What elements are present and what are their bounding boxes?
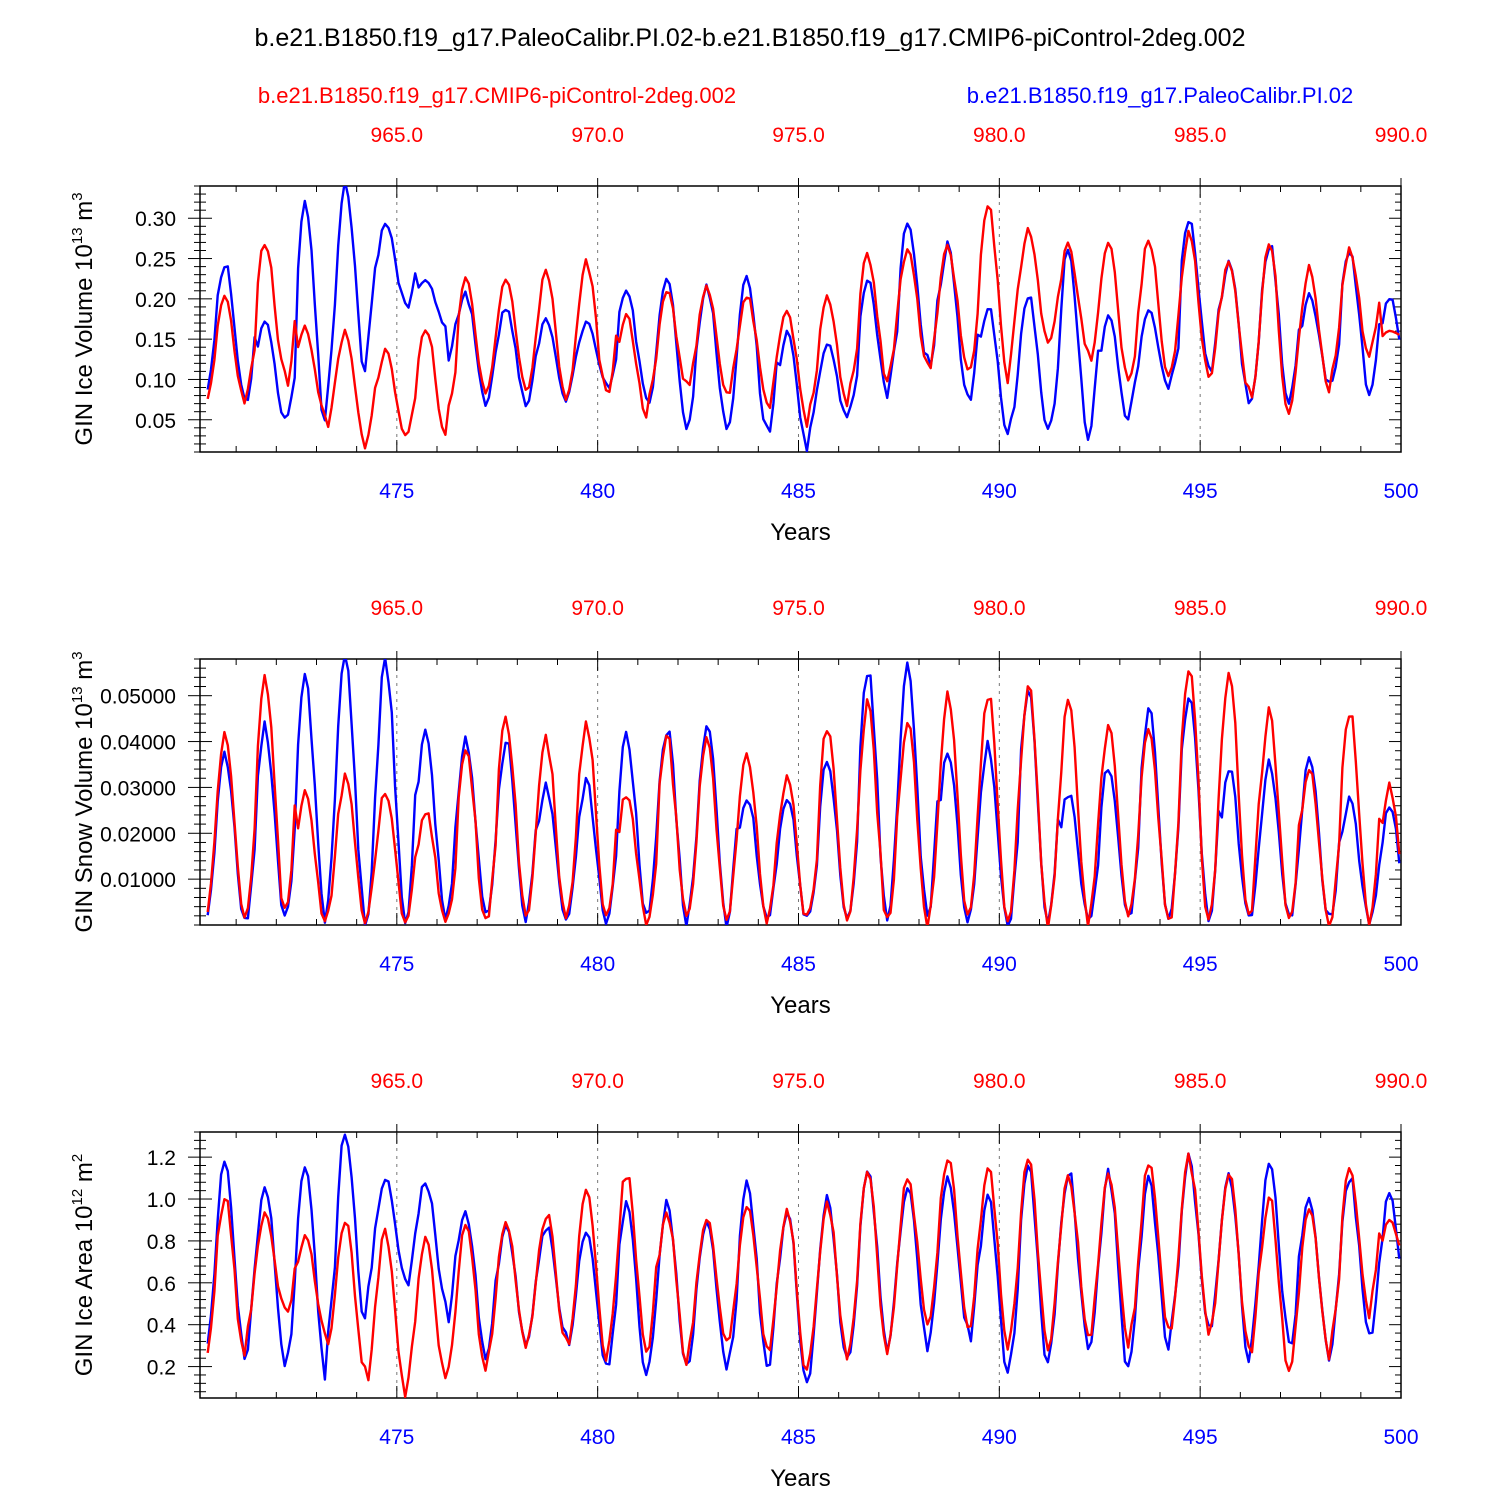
x-tick-label-495: 495 (1183, 1426, 1218, 1449)
x-tick-label-475: 475 (379, 1426, 414, 1449)
x-tick-label-490: 490 (982, 953, 1017, 976)
x-tick-label-495: 495 (1183, 953, 1218, 976)
top-tick-label-980.0: 980.0 (973, 1070, 1026, 1093)
legend-red-label: b.e21.B1850.f19_g17.CMIP6-piControl-2deg… (258, 83, 736, 108)
top-tick-label-975.0: 975.0 (772, 124, 825, 147)
x-tick-label-480: 480 (580, 480, 615, 503)
y-tick-label-0.8: 0.8 (147, 1231, 176, 1254)
series-line-picontrol (206, 1152, 1401, 1398)
y-tick-label-0.05: 0.05 (135, 410, 176, 433)
y-axis-title: GIN Ice Volume 1013 m3 (69, 192, 98, 445)
top-tick-label-985.0: 985.0 (1174, 1070, 1227, 1093)
x-tick-label-485: 485 (781, 480, 816, 503)
x-tick-label-480: 480 (580, 1426, 615, 1449)
x-tick-label-485: 485 (781, 1426, 816, 1449)
chart-panels: 475 480 485 490 495 500 965.0 970.0 975.0 980.0 98… (69, 124, 1427, 1492)
series-line-picontrol (206, 205, 1400, 450)
top-tick-label-985.0: 985.0 (1174, 124, 1227, 147)
legend-blue-label: b.e21.B1850.f19_g17.PaleoCalibr.PI.02 (967, 83, 1354, 108)
top-tick-label-975.0: 975.0 (772, 1070, 825, 1093)
y-axis-title-main: GIN Ice Area 10 (71, 1205, 98, 1376)
top-tick-label-990.0: 990.0 (1375, 124, 1428, 147)
y-tick-label-0.04000: 0.04000 (100, 732, 176, 755)
y-tick-label-0.30: 0.30 (135, 208, 176, 231)
y-axis-title-unit: m (71, 201, 98, 228)
series-line-paleocalibr (206, 186, 1401, 452)
panel-2: 475 480 485 490 495 500 965.0 970.0 975.0 980.0 98… (69, 597, 1427, 1019)
y-tick-label-0.05000: 0.05000 (100, 686, 176, 709)
top-tick-label-970.0: 970.0 (571, 1070, 624, 1093)
y-tick-label-0.4: 0.4 (147, 1315, 177, 1338)
top-tick-label-975.0: 975.0 (772, 597, 825, 620)
top-tick-label-980.0: 980.0 (973, 124, 1026, 147)
y-axis-title-main: GIN Ice Volume 10 (71, 244, 98, 445)
plot-frame (199, 1131, 1402, 1399)
top-tick-label-970.0: 970.0 (571, 124, 624, 147)
y-axis-title: GIN Ice Area 1012 m2 (69, 1154, 98, 1376)
y-tick-label-1.2: 1.2 (147, 1147, 176, 1170)
x-tick-label-490: 490 (982, 480, 1017, 503)
y-tick-label-0.2: 0.2 (147, 1357, 176, 1380)
y-tick-label-0.01000: 0.01000 (100, 869, 176, 892)
y-axis-title-main: GIN Snow Volume 10 (71, 703, 98, 932)
figure-title: b.e21.B1850.f19_g17.PaleoCalibr.PI.02-b.… (255, 24, 1246, 52)
x-tick-label-500: 500 (1383, 1426, 1418, 1449)
top-tick-label-990.0: 990.0 (1375, 597, 1428, 620)
x-tick-label-480: 480 (580, 953, 615, 976)
x-tick-label-500: 500 (1383, 480, 1418, 503)
y-tick-label-0.10: 0.10 (135, 369, 176, 392)
x-tick-label-490: 490 (982, 1426, 1017, 1449)
y-tick-label-0.02000: 0.02000 (100, 823, 176, 846)
y-axis-title: GIN Snow Volume 1013 m3 (69, 651, 98, 932)
top-tick-label-970.0: 970.0 (571, 597, 624, 620)
y-axis-title-exponent: 12 (69, 1189, 86, 1206)
top-tick-label-985.0: 985.0 (1174, 597, 1227, 620)
y-axis-title-exponent: 13 (69, 227, 86, 244)
y-tick-label-0.25: 0.25 (135, 249, 176, 272)
x-tick-label-495: 495 (1183, 480, 1218, 503)
y-tick-label-0.15: 0.15 (135, 329, 176, 352)
plot-frame (199, 658, 1402, 926)
panel-1: 475 480 485 490 495 500 965.0 970.0 975.0 980.0 98… (69, 124, 1427, 546)
x-axis-title: Years (770, 519, 831, 546)
x-axis-title: Years (770, 992, 831, 1019)
y-axis-title-unit: m (71, 660, 98, 687)
top-tick-label-990.0: 990.0 (1375, 1070, 1428, 1093)
top-tick-label-965.0: 965.0 (371, 597, 424, 620)
plot-frame (199, 185, 1402, 453)
series-line-paleocalibr (206, 1133, 1401, 1384)
x-tick-label-485: 485 (781, 953, 816, 976)
y-tick-label-0.6: 0.6 (147, 1273, 176, 1296)
series-line-paleocalibr (206, 659, 1401, 925)
x-tick-label-475: 475 (379, 480, 414, 503)
y-axis-title-unit-exponent: 3 (69, 192, 86, 200)
top-tick-label-965.0: 965.0 (371, 124, 424, 147)
y-axis-title-unit-exponent: 3 (69, 651, 86, 659)
panel-3: 475 480 485 490 495 500 965.0 970.0 975.0 980.0 98… (69, 1070, 1427, 1492)
y-axis-title-exponent: 13 (69, 686, 86, 703)
y-tick-label-1.0: 1.0 (147, 1189, 176, 1212)
y-tick-label-0.20: 0.20 (135, 289, 176, 312)
top-tick-label-965.0: 965.0 (371, 1070, 424, 1093)
series-line-picontrol (206, 670, 1401, 925)
y-axis-title-unit: m (71, 1162, 98, 1189)
x-tick-label-475: 475 (379, 953, 414, 976)
top-tick-label-980.0: 980.0 (973, 597, 1026, 620)
x-axis-title: Years (770, 1465, 831, 1492)
x-tick-label-500: 500 (1383, 953, 1418, 976)
y-axis-title-unit-exponent: 2 (69, 1154, 86, 1162)
y-tick-label-0.03000: 0.03000 (100, 777, 176, 800)
